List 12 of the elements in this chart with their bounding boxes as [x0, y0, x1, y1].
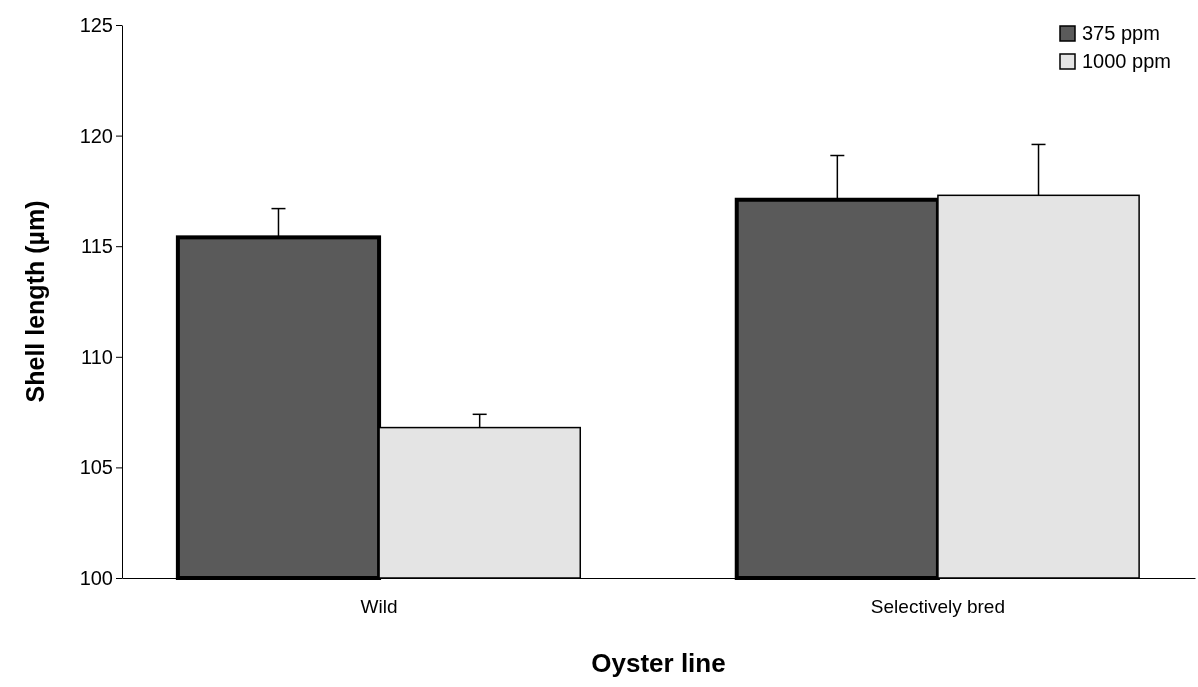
- y-tick-label: 120: [79, 124, 113, 147]
- y-tick-label: 115: [81, 235, 113, 258]
- x-tick-label: Wild: [360, 596, 398, 618]
- y-tick-label: 125: [79, 13, 113, 36]
- legend-label: 375 ppm: [1082, 22, 1160, 44]
- y-tick-label: 105: [79, 456, 113, 479]
- x-tick-label: Selectively bred: [870, 596, 1005, 618]
- y-axis-title: Shell length (µm): [21, 200, 49, 403]
- legend-label: 1000 ppm: [1082, 50, 1171, 72]
- x-axis-title: Oyster line: [591, 648, 726, 678]
- y-tick-label: 100: [79, 566, 113, 589]
- y-tick-label: 110: [81, 345, 113, 368]
